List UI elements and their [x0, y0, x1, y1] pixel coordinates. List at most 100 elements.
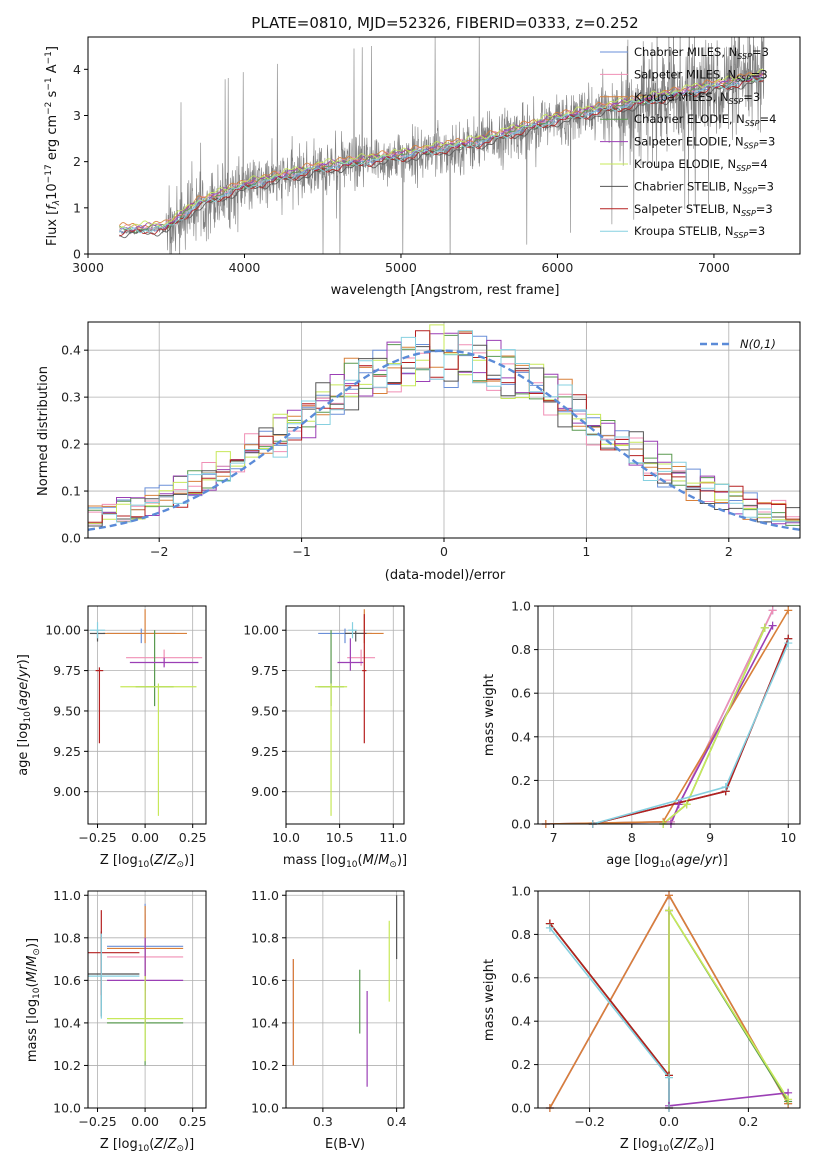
ageZ-ytick-label-1: 9.25 — [53, 744, 81, 759]
cumZ-marker-2-1 — [665, 891, 673, 900]
residuals-hist-8 — [88, 330, 800, 523]
residuals-ytick-label-1: 0.1 — [61, 484, 81, 499]
cumAge-ytick-label-0: 0.0 — [511, 817, 531, 832]
spectrum-xtick-label-2: 5000 — [385, 260, 417, 275]
cumulative-age-panel: age [log10(age/yr)] mass weight — [482, 674, 728, 870]
cumZ-xtick-label-1: 0.0 — [659, 1114, 679, 1129]
ageMass-frame — [285, 605, 405, 825]
residuals-legend-label: N(0,1) — [740, 337, 776, 351]
cumAge-xtick-label-3: 10 — [780, 830, 796, 845]
cumZ-line-5 — [549, 907, 789, 1100]
cumZ-ytick-label-4: 0.8 — [511, 927, 531, 942]
ageZ-plot-area — [89, 609, 203, 816]
spectrum-xtick-label-3: 6000 — [542, 260, 574, 275]
cumAge-axes: 7 8 9 10 0.0 0.2 0.4 0.6 0.8 1.0 — [511, 599, 800, 845]
cumAge-xtick-label-0: 7 — [550, 830, 558, 845]
spectrum-model-5 — [119, 68, 764, 230]
cumAge-marker-5-1 — [682, 800, 691, 809]
massEbv-ytick-label-0: 10.0 — [251, 1101, 279, 1116]
ageMass-ytick-label-2: 9.50 — [251, 703, 279, 718]
cumZ-ytick-label-0: 0.0 — [511, 1101, 531, 1116]
residuals-xtick-label-0: −2 — [150, 544, 168, 559]
ageZ-ylabel: age [log10(age/yr)] — [16, 654, 33, 776]
massZ-ytick-label-1: 10.2 — [53, 1058, 81, 1073]
cumAge-marker-2-2 — [784, 606, 793, 615]
cumZ-ytick-label-3: 0.6 — [511, 970, 531, 985]
cumAge-marker-8-2 — [784, 639, 793, 648]
ageMass-ytick-label-0: 9.00 — [251, 784, 279, 799]
cumZ-marker-5-2 — [665, 906, 673, 915]
massZ-ylabel: mass [log10(M/M⊙)] — [25, 938, 42, 1062]
cumulative-metallicity-panel: Z [log10(Z/Z⊙)] mass weight — [482, 959, 714, 1154]
cumZ-ytick-label-5: 1.0 — [511, 884, 531, 899]
cumZ-frame — [537, 890, 801, 1109]
massEbv-ytick-label-1: 10.2 — [251, 1058, 279, 1073]
residuals-xtick-label-3: 1 — [582, 544, 590, 559]
cumAge-xtick-label-1: 8 — [628, 830, 636, 845]
cumAge-line-1 — [545, 610, 774, 824]
cumAge-marker-1-2 — [768, 606, 777, 615]
ageZ-ytick-label-3: 9.75 — [53, 663, 81, 678]
cumAge-marker-8-1 — [721, 782, 730, 791]
cumAge-ytick-label-4: 0.8 — [511, 642, 531, 657]
spectrum-title: PLATE=0810, MJD=52326, FIBERID=0333, z=0… — [251, 14, 638, 32]
residuals-normal-curve — [88, 349, 800, 531]
residuals-ytick-label-2: 0.2 — [61, 437, 81, 452]
massZ-xtick-label-0: −0.25 — [78, 1114, 116, 1129]
massEbv-ytick-label-4: 10.8 — [251, 930, 279, 945]
spectrum-xtick-label-0: 3000 — [72, 260, 104, 275]
massEbv-xtick-label-1: 0.4 — [387, 1114, 407, 1129]
residuals-frame — [87, 321, 801, 539]
ageMass-ytick-label-1: 9.25 — [251, 744, 279, 759]
residuals-plot-area — [88, 324, 800, 531]
cumAge-ytick-label-5: 1.0 — [511, 599, 531, 614]
cumAge-xlabel: age [log10(age/yr)] — [606, 853, 728, 870]
spectrum-legend: Chabrier MILES, NSSP=3 Salpeter MILES, NS… — [600, 45, 776, 240]
massEbv-frame — [285, 890, 405, 1109]
massZ-xtick-label-1: 0.00 — [131, 1114, 159, 1129]
mass-ebv-panel: E(B-V) — [325, 1137, 365, 1152]
cumAge-marker-4-1 — [674, 800, 683, 809]
ageZ-axes: −0.25 0.00 0.25 9.00 9.25 9.50 9.75 10.00 — [45, 606, 207, 845]
cumAge-frame — [537, 605, 801, 825]
cumAge-line-8 — [592, 642, 790, 824]
residuals-xtick-label-4: 2 — [725, 544, 733, 559]
spectrum-ylabel: Flux [fλ10−17 erg cm−2 s−1 A−1] — [44, 46, 62, 246]
spectrum-plot-area — [118, 37, 765, 254]
cumAge-ytick-label-2: 0.4 — [511, 729, 531, 744]
cumZ-marker-8-1 — [665, 1073, 673, 1082]
residuals-axes: −2 −1 0 1 2 0.0 0.1 0.2 0.3 0.4 — [61, 322, 800, 559]
cumAge-ytick-label-3: 0.6 — [511, 686, 531, 701]
spectrum-panel: PLATE=0810, MJD=52326, FIBERID=0333, z=0… — [44, 14, 639, 298]
ageMass-xtick-label-1: 10.5 — [326, 830, 354, 845]
ageZ-ytick-label-0: 9.00 — [53, 784, 81, 799]
cumZ-xlabel: Z [log10(Z/Z⊙)] — [620, 1137, 714, 1154]
residuals-ytick-label-0: 0.0 — [61, 531, 81, 546]
ageZ-xtick-label-1: 0.00 — [131, 830, 159, 845]
ageMass-ytick-label-3: 9.75 — [251, 663, 279, 678]
massZ-xtick-label-2: 0.25 — [179, 1114, 207, 1129]
spectrum-legend-label-5: Kroupa ELODIE, NSSP=4 — [634, 157, 768, 173]
residuals-ytick-label-3: 0.3 — [61, 390, 81, 405]
massEbv-xlabel: E(B-V) — [325, 1137, 365, 1152]
massEbv-ytick-label-2: 10.4 — [251, 1015, 279, 1030]
residuals-xtick-label-2: 0 — [440, 544, 448, 559]
spectrum-ytick-label-0: 0 — [73, 247, 81, 262]
ageMass-plot-area — [314, 609, 384, 816]
spectrum-axes: 3000 4000 5000 6000 7000 0 1 2 3 4 — [72, 62, 730, 275]
residuals-xlabel: (data-model)/error — [385, 568, 506, 583]
spectrum-legend-label-2: Kroupa MILES, NSSP=3 — [634, 90, 760, 106]
spectrum-ytick-label-2: 2 — [73, 154, 81, 169]
ageMass-axes: 10.0 10.5 11.0 9.00 9.25 9.50 9.75 10.00 — [243, 606, 407, 845]
cumZ-ylabel: mass weight — [482, 959, 497, 1041]
massZ-xlabel: Z [log10(Z/Z⊙)] — [100, 1137, 194, 1154]
cumZ-ytick-label-1: 0.2 — [511, 1057, 531, 1072]
cumZ-marker-5-3 — [784, 1095, 793, 1104]
massZ-ytick-label-5: 11.0 — [53, 888, 81, 903]
massZ-ytick-label-3: 10.6 — [53, 973, 81, 988]
cumZ-ytick-label-2: 0.4 — [511, 1014, 531, 1029]
mass-metallicity-panel: Z [log10(Z/Z⊙)] mass [log10(M/M⊙)] — [25, 938, 194, 1154]
residuals-legend: N(0,1) — [700, 337, 776, 351]
residuals-hist-5 — [88, 324, 800, 524]
